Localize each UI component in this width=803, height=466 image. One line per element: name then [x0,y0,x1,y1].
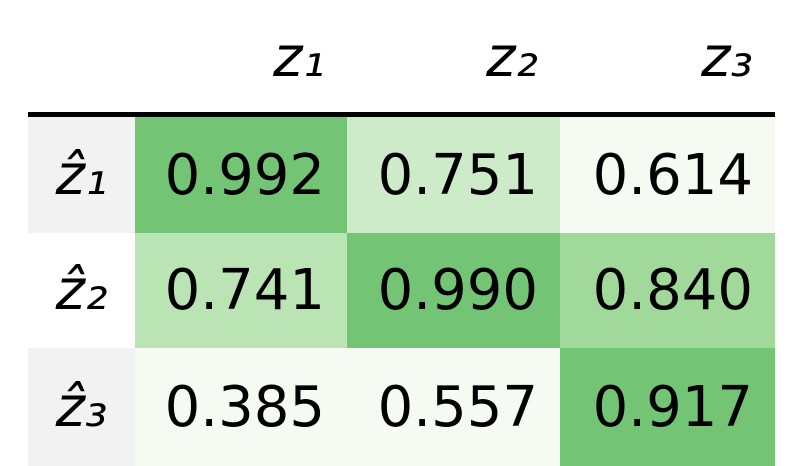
table-cell: 0.741 [135,233,347,348]
table-cell: 0.840 [560,233,775,348]
column-header: z₂ [486,25,538,90]
table-cell: 0.751 [347,117,560,233]
header-rule [28,112,775,117]
table-cell: 0.917 [560,348,775,466]
row-label: ẑ₃ [28,348,135,466]
table-cell: 0.614 [560,117,775,233]
table-cell: 0.557 [347,348,560,466]
row-label: ẑ₁ [28,117,135,233]
table-cell: 0.385 [135,348,347,466]
column-header: z₃ [701,25,753,90]
table-cell: 0.990 [347,233,560,348]
row-label: ẑ₂ [55,258,108,323]
column-header: z₁ [273,25,325,90]
table-cell: 0.992 [135,117,347,233]
